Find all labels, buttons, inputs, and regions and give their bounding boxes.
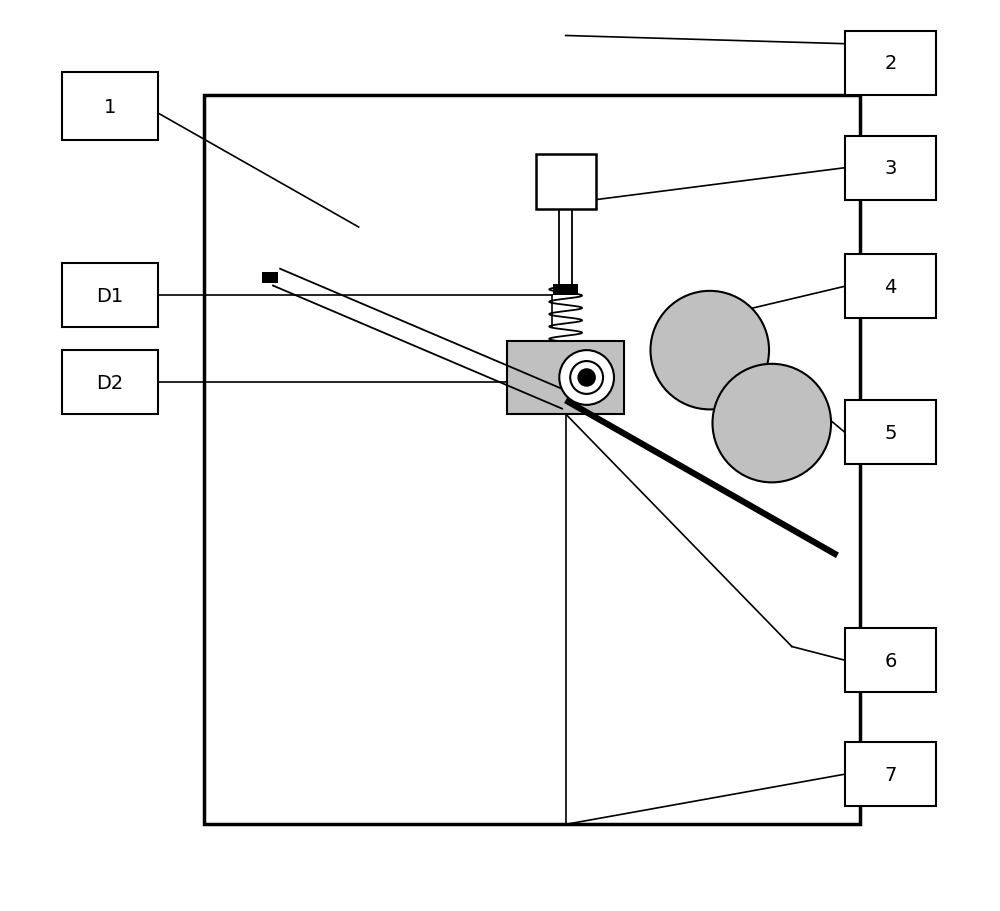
Bar [845,401,936,465]
Bar [845,137,936,200]
Circle shape [650,292,769,410]
Bar [845,255,936,319]
Bar [507,342,624,415]
Bar [845,742,936,806]
Bar [204,96,860,824]
Bar [62,264,158,328]
Bar [845,32,936,96]
Text: 3: 3 [884,159,897,178]
Bar [536,155,596,210]
Circle shape [570,362,603,394]
Circle shape [578,370,595,386]
Circle shape [712,364,831,483]
Bar [262,272,278,283]
Text: D2: D2 [96,374,124,392]
Text: 2: 2 [884,55,897,73]
Bar [62,73,158,141]
Circle shape [559,351,614,405]
Text: 1: 1 [104,97,116,117]
Text: 4: 4 [884,278,897,296]
Text: D1: D1 [96,287,124,305]
Bar [845,629,936,692]
Text: 6: 6 [884,651,897,670]
Bar [553,285,578,296]
Text: 7: 7 [884,765,897,783]
Text: 5: 5 [884,424,897,442]
Bar [62,351,158,415]
